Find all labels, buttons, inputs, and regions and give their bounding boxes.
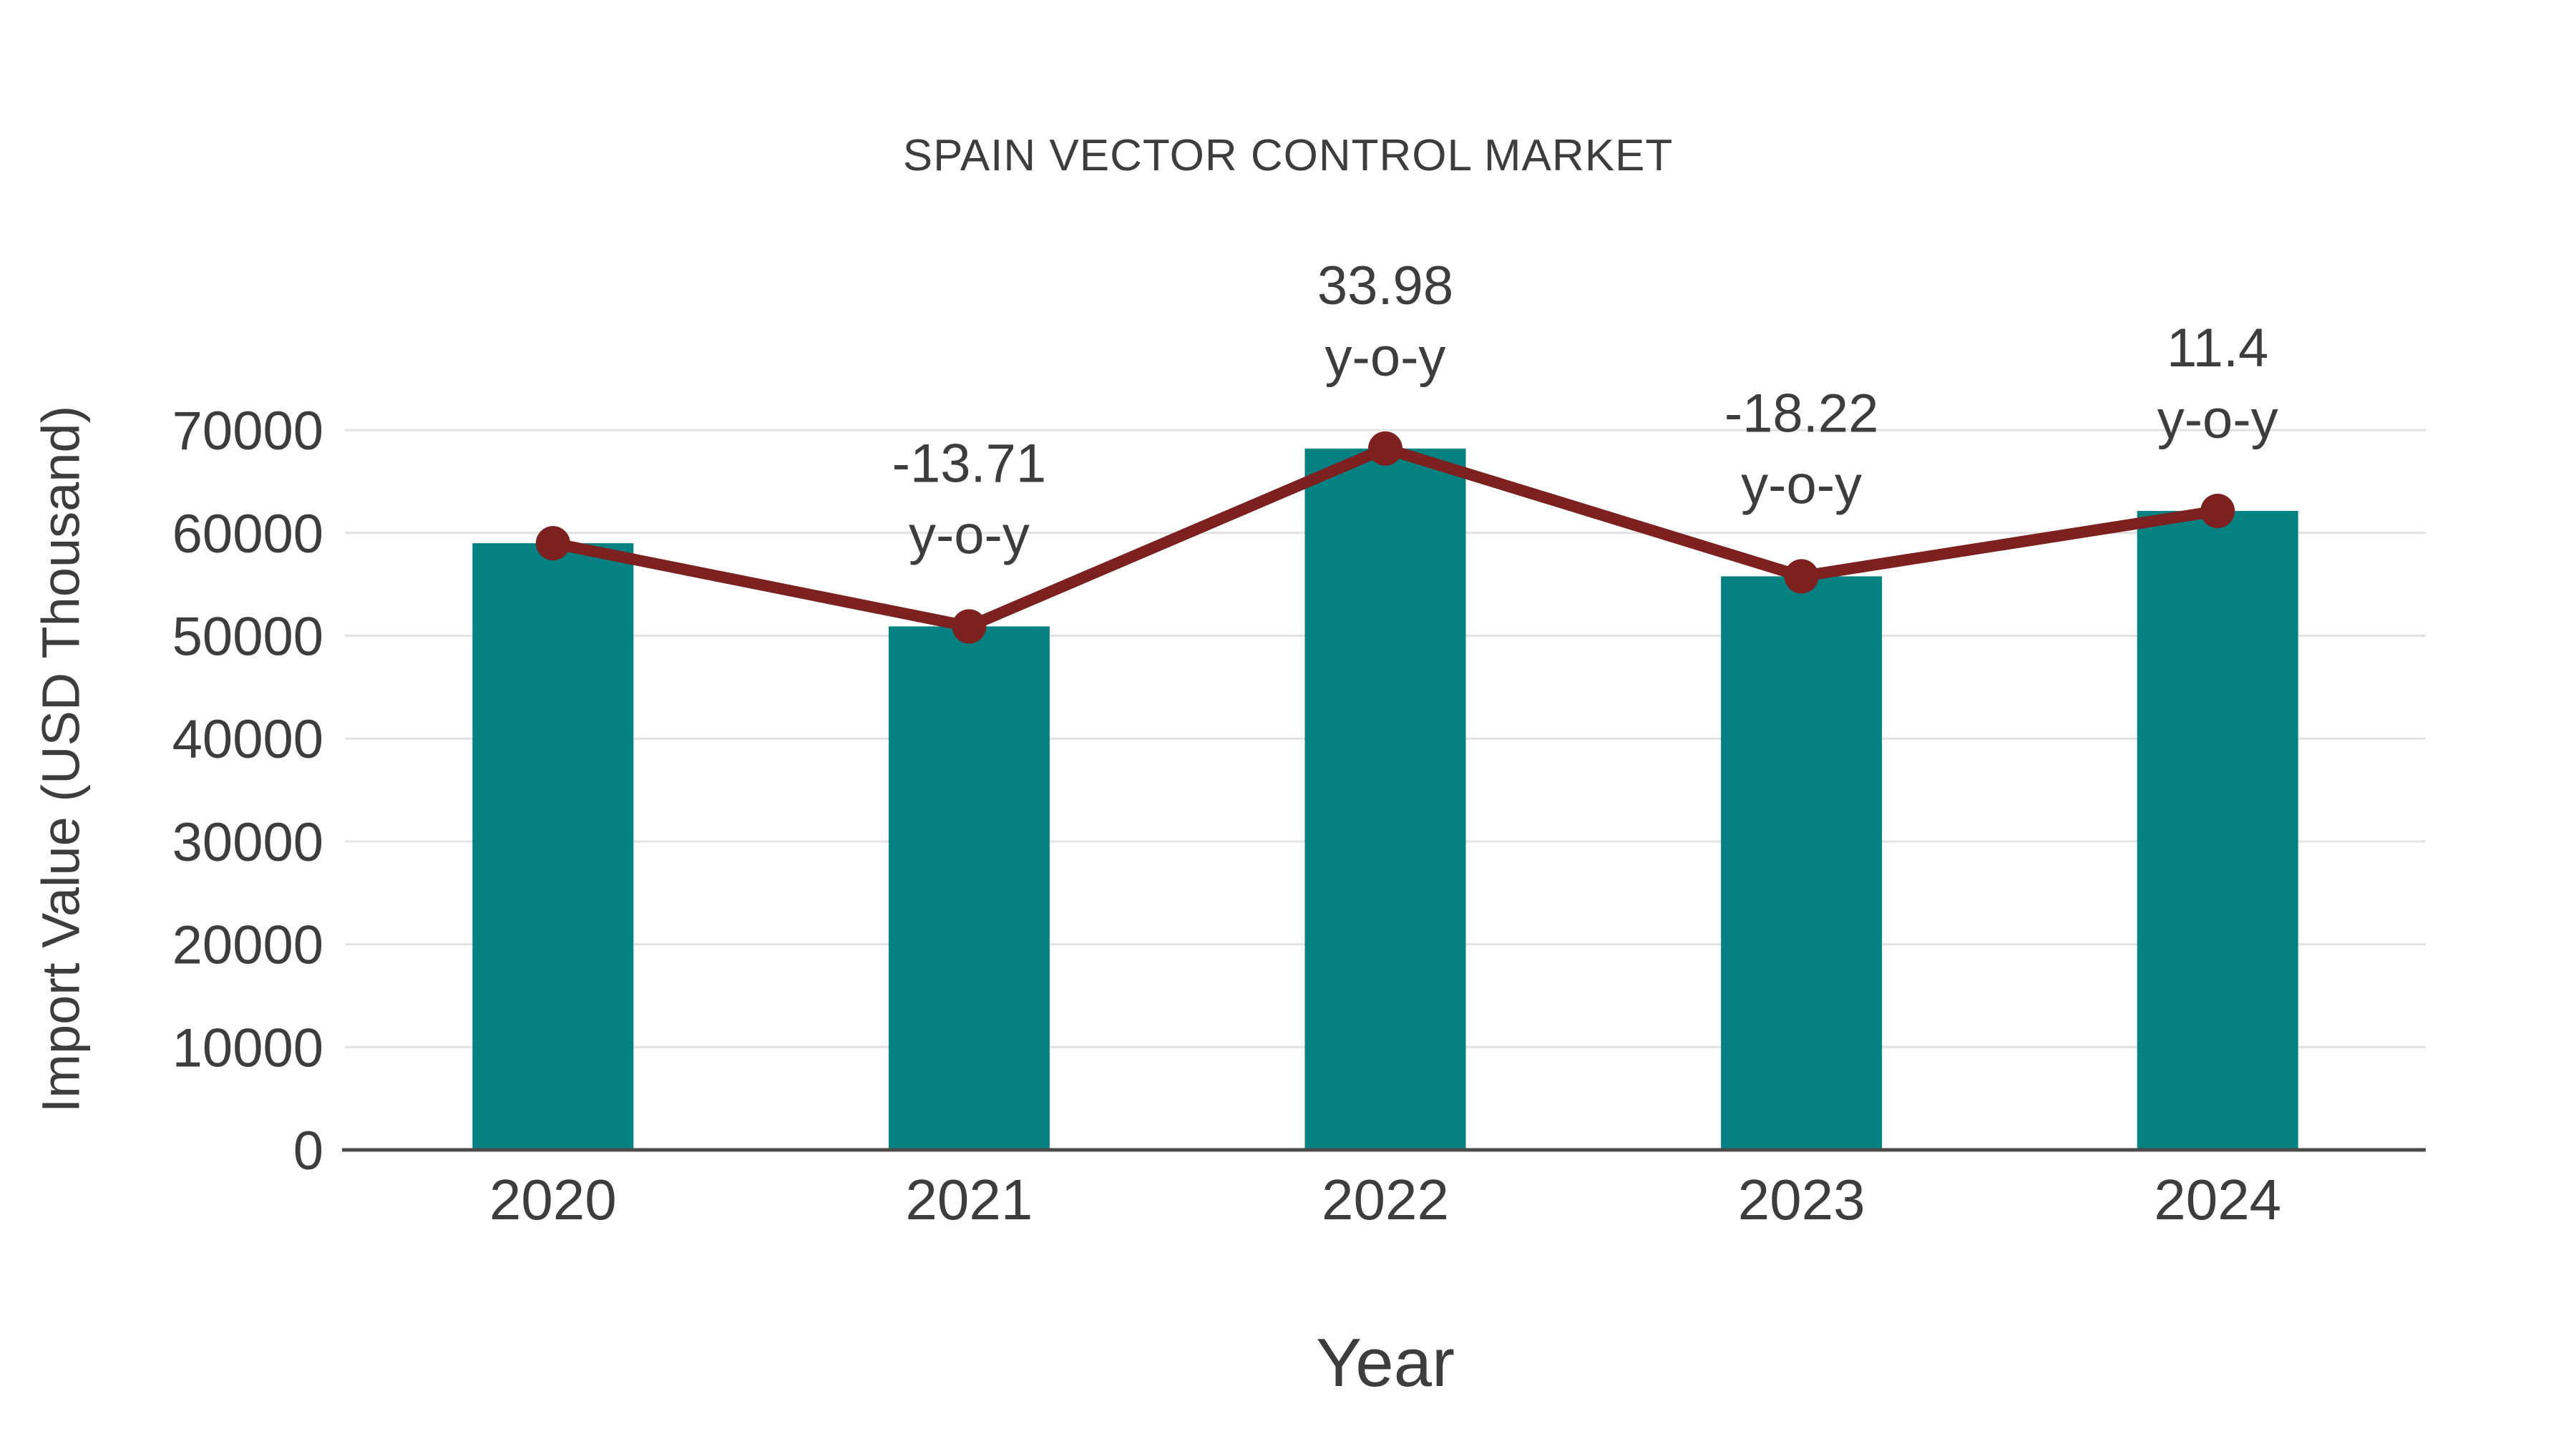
bar-2024 [2137, 511, 2298, 1150]
point-label-value: 11.4 [2167, 318, 2268, 379]
y-tick-label: 10000 [172, 1018, 323, 1078]
y-tick-label: 40000 [172, 709, 323, 770]
y-tick-label: 50000 [172, 607, 323, 668]
trend-point-2023 [1784, 559, 1819, 594]
point-label-value: -18.22 [1724, 383, 1879, 444]
x-tick-label: 2023 [1738, 1168, 1865, 1231]
y-tick-label: 60000 [172, 504, 323, 565]
point-label-value: -13.71 [892, 433, 1047, 494]
chart-title: SPAIN VECTOR CONTROL MARKET [902, 131, 1674, 180]
trend-point-2022 [1368, 431, 1402, 466]
bar-2023 [1721, 576, 1883, 1150]
trend-point-2020 [535, 526, 570, 561]
y-tick-label: 20000 [172, 915, 323, 976]
point-label-value: 33.98 [1317, 255, 1453, 316]
x-axis-title: Year [1316, 1324, 1455, 1401]
point-label-suffix: y-o-y [2157, 389, 2278, 450]
x-tick-label: 2021 [905, 1168, 1033, 1231]
y-tick-label: 70000 [172, 401, 323, 462]
y-tick-label: 30000 [172, 812, 323, 873]
trend-point-2021 [952, 609, 987, 644]
bar-2020 [472, 543, 634, 1150]
x-tick-label: 2024 [2154, 1168, 2281, 1231]
point-label-suffix: y-o-y [909, 504, 1030, 565]
point-label-suffix: y-o-y [1325, 327, 1446, 388]
point-label-suffix: y-o-y [1741, 454, 1862, 515]
x-tick-label: 2020 [489, 1168, 617, 1231]
y-tick-label: 0 [293, 1121, 323, 1181]
bar-2022 [1304, 448, 1466, 1150]
x-tick-label: 2022 [1322, 1168, 1449, 1231]
trend-point-2024 [2200, 494, 2235, 529]
bar-2021 [888, 626, 1050, 1150]
